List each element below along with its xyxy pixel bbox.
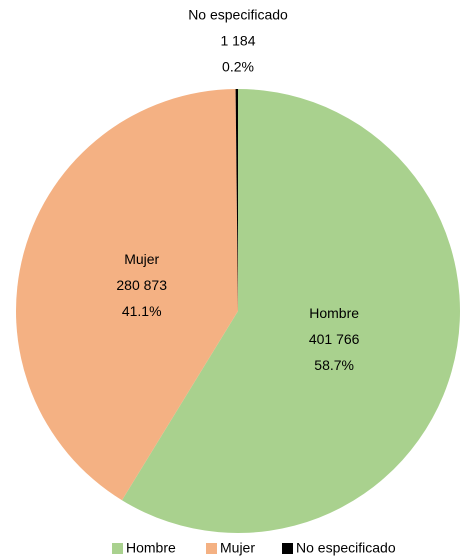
- slice-category-label: Hombre: [309, 305, 359, 321]
- legend-swatch: [206, 543, 217, 554]
- pie-slice: [235, 89, 238, 311]
- pie-slice: [121, 89, 460, 533]
- legend-label: No especificado: [296, 540, 396, 556]
- pie-slice: [15, 89, 239, 501]
- slice-category-label: Mujer: [124, 251, 159, 267]
- slice-value-label: 280 873: [116, 277, 167, 293]
- slice-value-label: 1 184: [220, 33, 255, 49]
- legend-swatch: [282, 543, 293, 554]
- legend-label: Hombre: [126, 540, 176, 556]
- slice-category-label: No especificado: [188, 7, 288, 23]
- slice-percent-label: 0.2%: [222, 59, 254, 75]
- slice-percent-label: 41.1%: [122, 303, 162, 319]
- slice-value-label: 401 766: [309, 331, 360, 347]
- legend-label: Mujer: [220, 540, 255, 556]
- legend-swatch: [112, 543, 123, 554]
- slice-percent-label: 58.7%: [314, 357, 354, 373]
